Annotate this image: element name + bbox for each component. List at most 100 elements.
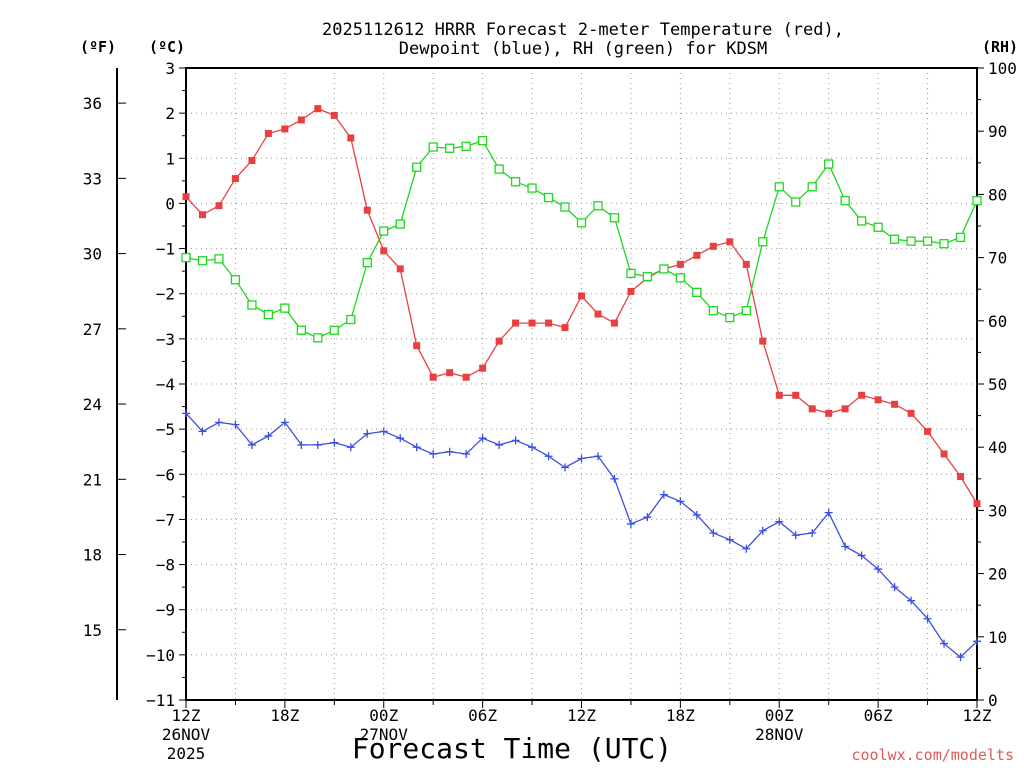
- rh-data-point: [939, 239, 949, 249]
- temperature-data-point: [215, 202, 223, 210]
- temperature-data-point: [874, 396, 882, 404]
- x-tick-label: 18Z: [270, 706, 299, 725]
- rh-tick-label: 70: [988, 249, 1007, 268]
- temperature-data-point: [429, 373, 437, 381]
- rh-data-point: [329, 325, 339, 335]
- dewpoint-data-point: [495, 440, 504, 449]
- x-tick-label: 18Z: [666, 706, 695, 725]
- temperature-data-point: [676, 260, 684, 268]
- temperature-data-point: [182, 193, 190, 201]
- temperature-data-point: [413, 342, 421, 350]
- rh-data-point: [955, 232, 966, 243]
- rh-data-point: [593, 201, 603, 211]
- rh-data-point: [214, 254, 224, 264]
- temperature-data-point: [940, 450, 948, 458]
- dewpoint-data-point: [940, 639, 949, 648]
- celsius-tick-label: −8: [156, 556, 175, 575]
- dewpoint-data-point: [890, 583, 899, 592]
- dewpoint-data-point: [561, 463, 570, 472]
- temperature-data-point: [808, 405, 816, 413]
- rh-data-point: [692, 287, 702, 298]
- x-tick-label: 12Z: [172, 706, 201, 725]
- dewpoint-data-point: [330, 438, 339, 447]
- celsius-tick-label: −4: [156, 375, 175, 394]
- dewpoint-data-point: [907, 596, 916, 605]
- dewpoint-data-point: [511, 436, 520, 445]
- rh-data-point: [708, 306, 718, 316]
- rh-data-point: [313, 333, 323, 343]
- rh-tick-label: 0: [988, 691, 998, 710]
- temperature-data-point: [610, 319, 618, 327]
- dewpoint-data-point: [462, 449, 471, 458]
- temperature-data-point: [281, 125, 289, 133]
- rh-data-point: [807, 182, 817, 192]
- rh-unit-label: (RH): [982, 38, 1018, 56]
- rh-data-point: [197, 256, 208, 266]
- temperature-data-point: [709, 242, 717, 250]
- dewpoint-data-point: [676, 497, 685, 506]
- dewpoint-data-point: [247, 440, 256, 449]
- temperature-data-point: [330, 111, 338, 119]
- temperature-data-point: [578, 292, 585, 300]
- temperature-data-point: [726, 238, 734, 246]
- temperature-data-point: [479, 364, 487, 372]
- fahrenheit-tick-label: 18: [83, 546, 102, 565]
- temperature-data-point: [825, 409, 833, 417]
- dewpoint-data-point: [857, 551, 866, 560]
- dewpoint-series-line: [185, 412, 978, 658]
- temperature-data-point: [528, 319, 536, 327]
- rh-data-point: [889, 234, 900, 244]
- celsius-tick-label: −2: [156, 285, 175, 304]
- temperature-data-point: [561, 324, 569, 332]
- fahrenheit-tick-label: 24: [83, 395, 102, 414]
- rh-data-point: [181, 252, 191, 263]
- dewpoint-data-point: [742, 544, 751, 553]
- x-tick-label: 12Z: [963, 706, 992, 725]
- temperature-data-point: [297, 116, 305, 124]
- temperature-data-point: [858, 391, 866, 399]
- dewpoint-data-point: [396, 434, 405, 443]
- celsius-tick-label: 1: [165, 149, 175, 168]
- dewpoint-data-point: [593, 452, 602, 461]
- dewpoint-data-point: [758, 526, 767, 535]
- rh-data-point: [791, 197, 801, 207]
- x-tick-label: 00Z: [369, 706, 398, 725]
- grid: [186, 68, 977, 700]
- rh-tick-label: 20: [988, 565, 1007, 584]
- celsius-tick-label: −3: [156, 330, 175, 349]
- temperature-data-point: [198, 211, 206, 219]
- celsius-tick-label: −5: [156, 420, 175, 439]
- temperature-data-point: [693, 251, 701, 259]
- temperature-data-point: [924, 427, 932, 435]
- dewpoint-data-point: [577, 454, 586, 463]
- rh-tick-label: 50: [988, 375, 1007, 394]
- x-tick-label: 12Z: [567, 706, 596, 725]
- rh-data-point: [609, 213, 620, 223]
- axes: 3210−1−2−3−4−5−6−7−8−9−10−11363330272421…: [83, 59, 1017, 763]
- chart-title-line2: Dewpoint (blue), RH (green) for KDSM: [399, 39, 767, 59]
- dewpoint-data-point: [956, 653, 965, 662]
- rh-data-point: [873, 222, 883, 232]
- dewpoint-data-point: [973, 637, 981, 646]
- celsius-tick-label: −9: [156, 601, 175, 620]
- temperature-data-point: [347, 134, 355, 142]
- dewpoint-data-point: [182, 409, 190, 418]
- x-tick-label: 06Z: [864, 706, 893, 725]
- temperature-data-point: [907, 409, 915, 417]
- celsius-tick-label: −7: [156, 510, 175, 529]
- dewpoint-data-point: [874, 565, 883, 574]
- fahrenheit-tick-label: 15: [83, 621, 102, 640]
- dewpoint-data-point: [610, 474, 619, 483]
- x-tick-year-label: 2025: [167, 744, 206, 763]
- dewpoint-data-point: [198, 427, 207, 436]
- dewpoint-data-point: [231, 420, 240, 429]
- rh-data-point: [856, 216, 867, 226]
- rh-data-point: [758, 237, 768, 247]
- dewpoint-data-point: [264, 431, 273, 440]
- rh-data-point: [840, 196, 850, 206]
- rh-data-point: [412, 162, 422, 172]
- rh-data-point: [774, 182, 784, 192]
- rh-data-point: [445, 143, 455, 153]
- dewpoint-data-point: [280, 418, 289, 427]
